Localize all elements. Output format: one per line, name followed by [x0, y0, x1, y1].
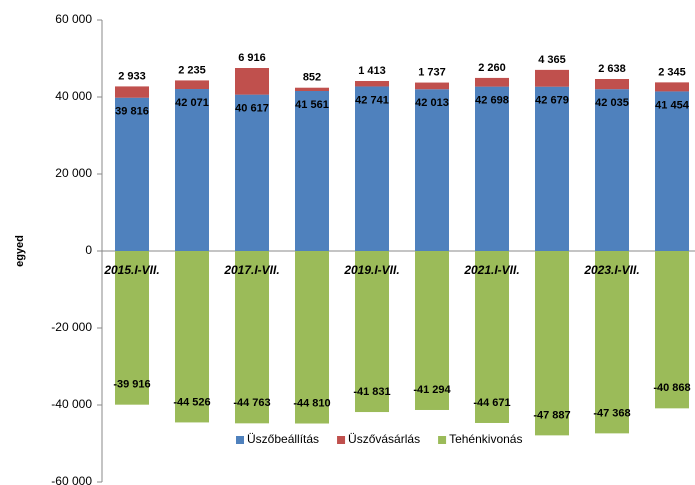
value-label: -47 368	[593, 407, 630, 419]
legend-label: Tehénkivonás	[449, 432, 522, 446]
y-axis-title: egyed	[14, 235, 26, 267]
y-tick-label: 20 000	[55, 166, 92, 180]
bar	[355, 81, 389, 87]
bar	[355, 86, 389, 252]
legend-swatch	[438, 436, 447, 444]
bar	[595, 251, 629, 434]
x-tick-label: 2015.I-VII.	[103, 263, 159, 277]
bar	[655, 251, 689, 409]
bar	[475, 86, 509, 251]
bar	[595, 89, 629, 251]
bar	[235, 94, 269, 252]
x-tick-label: 2021.I-VII.	[463, 263, 519, 277]
bar	[535, 86, 569, 251]
value-label: 42 679	[535, 95, 569, 107]
bar	[175, 89, 209, 252]
value-label: -44 526	[173, 396, 210, 408]
bar	[115, 251, 149, 405]
value-label: 40 617	[235, 103, 269, 115]
value-label: -44 763	[233, 397, 270, 409]
bar	[655, 82, 689, 92]
y-tick-label: 40 000	[55, 89, 92, 103]
value-label: 1 737	[418, 66, 446, 78]
bar	[415, 82, 449, 90]
bar	[595, 79, 629, 90]
x-tick-label: 2019.I-VII.	[343, 263, 399, 277]
bar	[235, 67, 269, 95]
bar	[535, 251, 569, 436]
y-tick-label: -20 000	[51, 320, 92, 334]
legend-label: Üszővásárlás	[348, 432, 420, 446]
value-label: 42 698	[475, 95, 509, 107]
bar	[655, 91, 689, 251]
value-label: 42 035	[595, 97, 629, 109]
value-label: 1 413	[358, 65, 386, 77]
y-tick-label: -60 000	[51, 474, 92, 485]
value-label: 2 638	[598, 63, 626, 75]
value-label: -44 810	[293, 397, 330, 409]
bar	[415, 89, 449, 252]
bar	[355, 251, 389, 413]
legend-swatch	[236, 436, 244, 444]
bar	[535, 69, 569, 87]
value-label: 2 345	[658, 66, 686, 78]
value-label: 2 235	[178, 64, 206, 76]
bar	[175, 251, 209, 423]
y-tick-label: -40 000	[51, 397, 92, 411]
value-label: 42 741	[355, 94, 389, 106]
bar	[235, 251, 269, 424]
value-label: 852	[303, 72, 321, 84]
bar	[295, 87, 329, 91]
bar	[115, 97, 149, 251]
value-label: 41 454	[655, 99, 690, 111]
value-label: 39 816	[115, 106, 149, 118]
value-label: -47 887	[533, 409, 570, 421]
value-label: -39 916	[113, 379, 150, 391]
bar	[475, 251, 509, 423]
value-label: -41 831	[353, 386, 390, 398]
value-label: 4 365	[538, 54, 566, 66]
bar	[475, 77, 509, 87]
value-label: -41 294	[413, 384, 451, 396]
bar	[295, 90, 329, 252]
bar	[295, 251, 329, 424]
legend-label: Üszőbeállítás	[247, 432, 319, 446]
value-label: 2 933	[118, 70, 146, 82]
value-label: -44 671	[473, 397, 510, 409]
value-label: -40 868	[653, 382, 690, 394]
value-label: 6 916	[238, 52, 266, 64]
value-label: 2 260	[478, 62, 506, 74]
value-label: 42 071	[175, 97, 209, 109]
value-label: 41 561	[295, 99, 329, 111]
bar	[415, 251, 449, 410]
x-tick-label: 2017.I-VII.	[223, 263, 279, 277]
value-label: 42 013	[415, 97, 449, 109]
y-tick-label: 60 000	[55, 12, 92, 26]
bar	[115, 86, 149, 98]
legend-swatch	[337, 436, 346, 444]
x-tick-label: 2023.I-VII.	[583, 263, 639, 277]
bar	[175, 80, 209, 90]
y-tick-label: 0	[85, 243, 92, 257]
